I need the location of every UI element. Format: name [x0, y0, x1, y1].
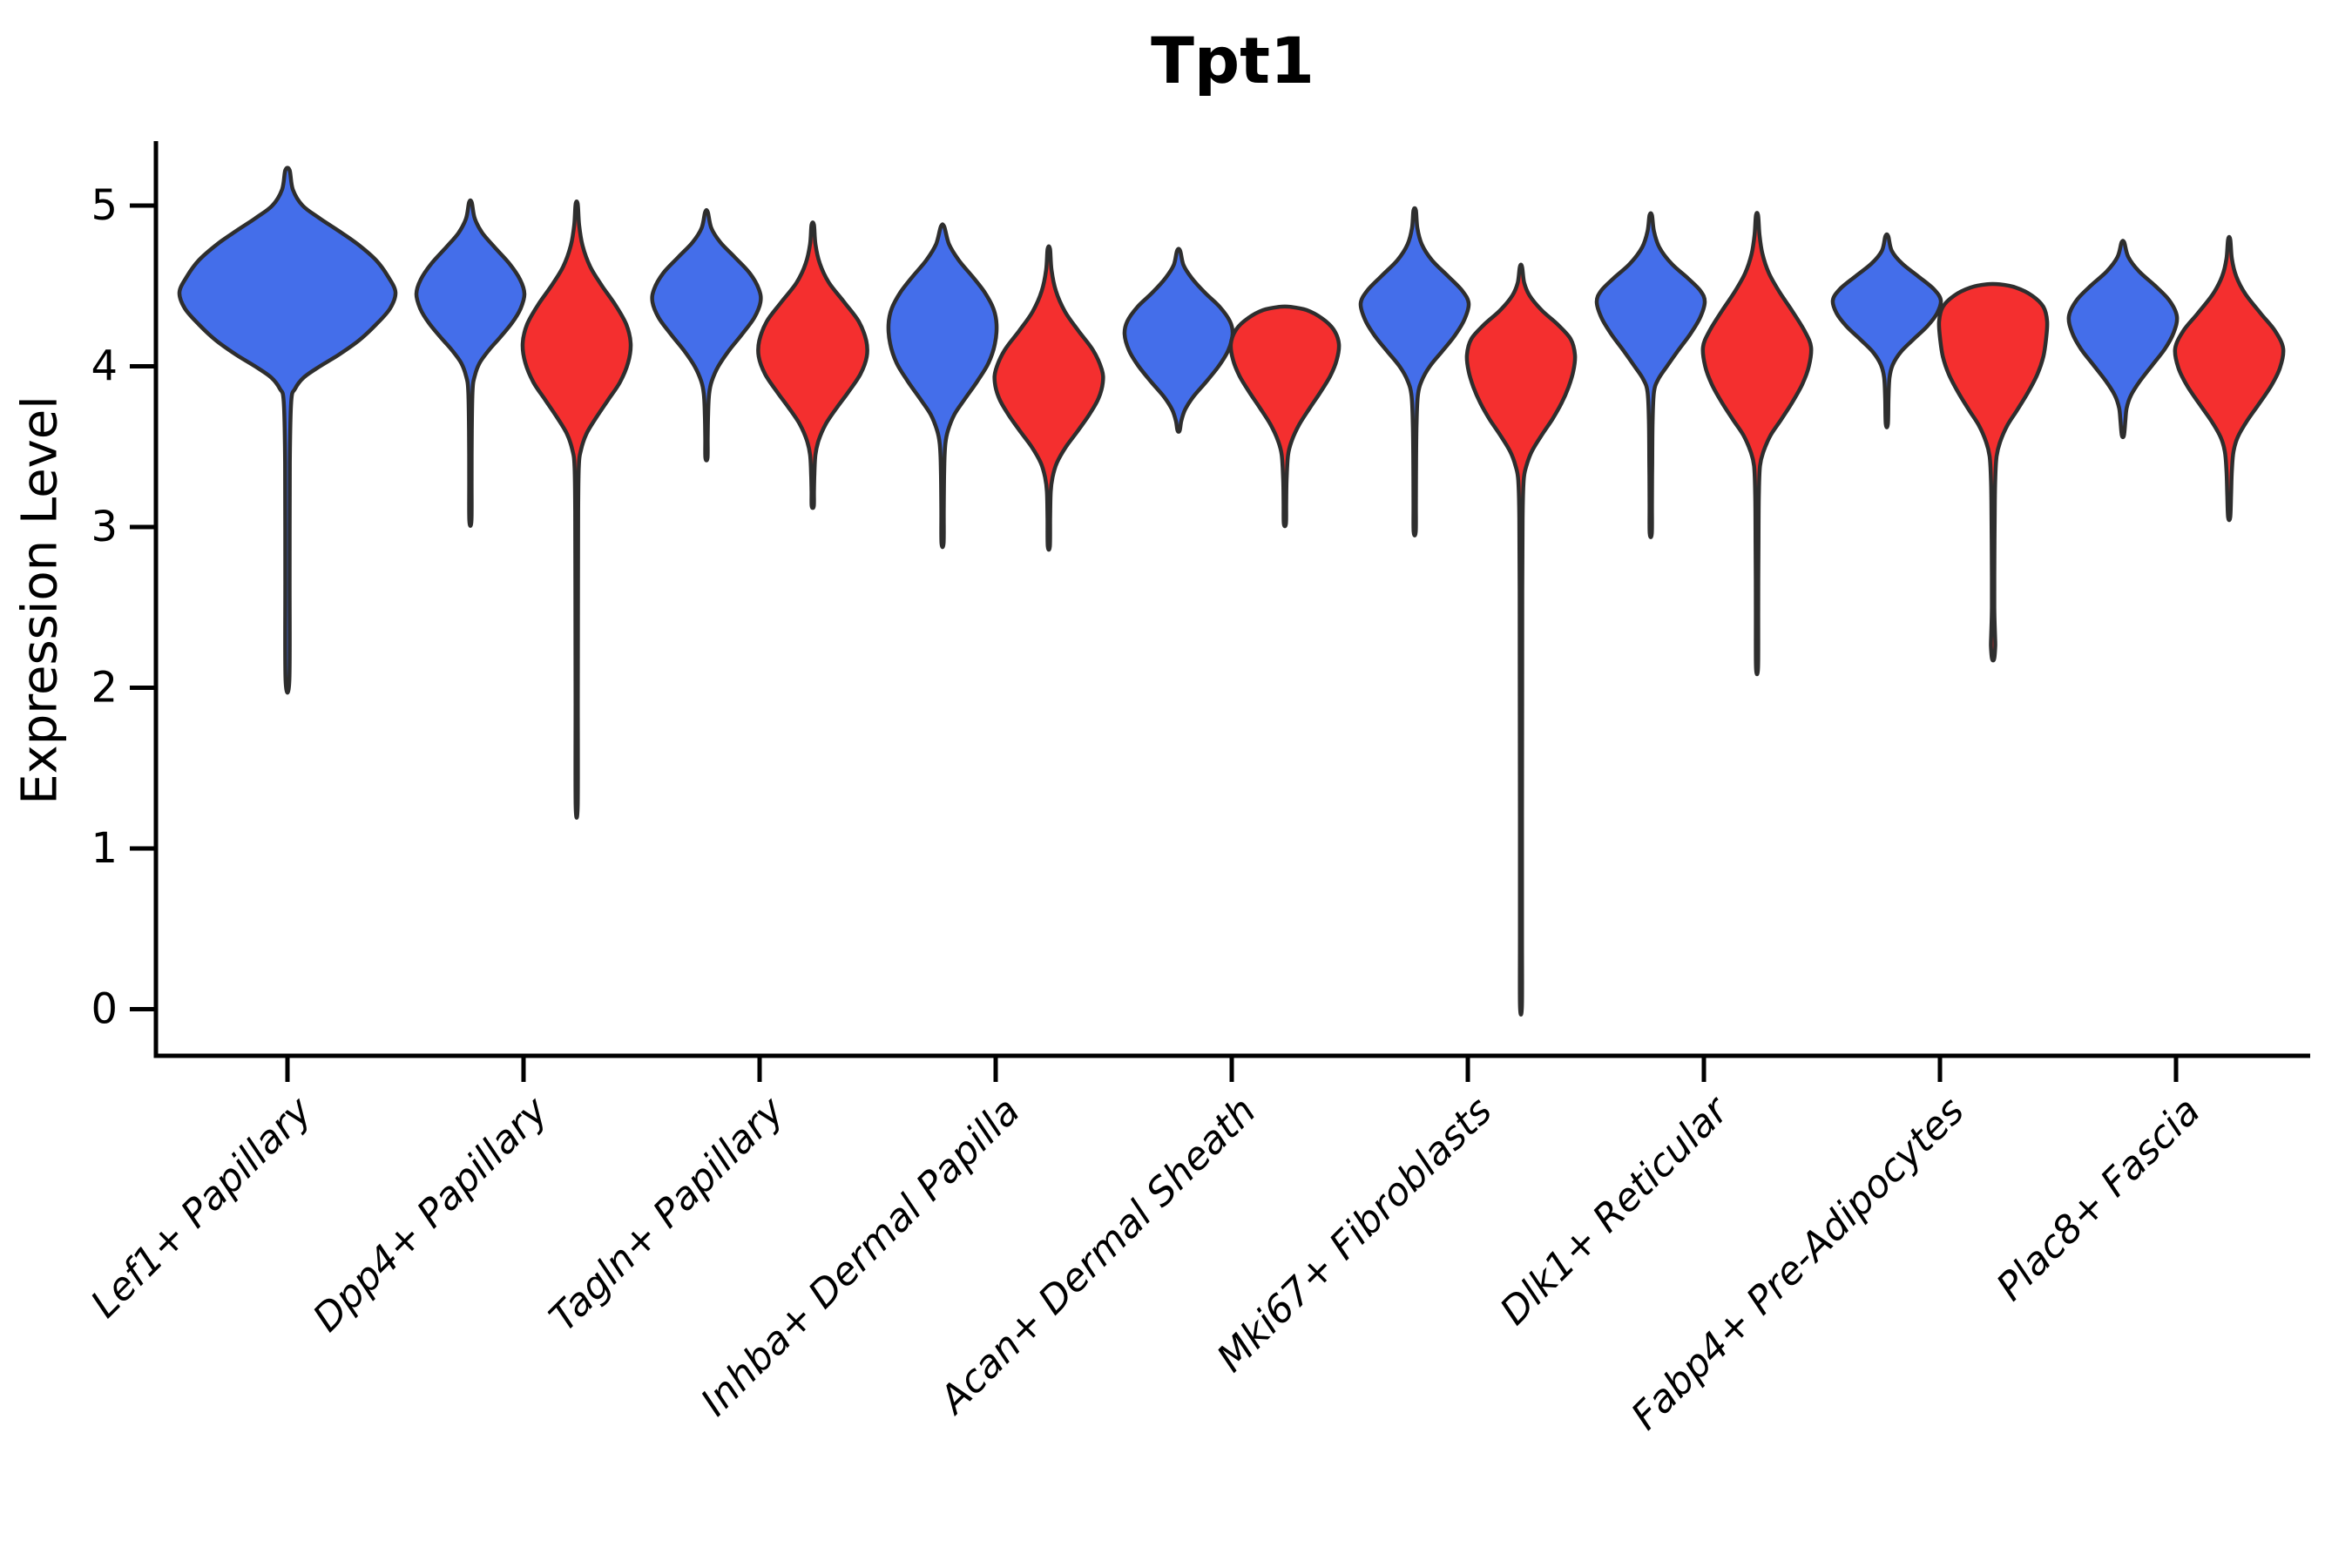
violin-red-7 [1936, 281, 2050, 663]
x-category-label: Plac8+ Fascia [1988, 1089, 2208, 1309]
y-tick-label: 5 [91, 181, 118, 230]
x-category-label: Dpp4+ Papillary [305, 1088, 558, 1341]
violin-blue-0 [177, 166, 398, 695]
violin-red-3 [992, 244, 1105, 552]
violin-red-6 [1700, 211, 1814, 677]
x-category-label: Mki67+ Fibroblasts [1208, 1089, 1500, 1381]
y-tick-label: 0 [91, 985, 118, 1034]
violin-blue-5 [1358, 206, 1471, 537]
y-tick-label: 2 [91, 664, 118, 713]
violin-blue-2 [650, 207, 763, 463]
y-tick-label: 4 [91, 342, 118, 391]
violin-blue-8 [2066, 239, 2180, 440]
violin-red-5 [1464, 262, 1578, 1017]
violin-blue-3 [886, 222, 999, 550]
violin-blue-1 [414, 198, 527, 528]
violin-blue-4 [1122, 247, 1235, 434]
x-category-label: Tagln+ Papillary [541, 1088, 793, 1340]
violin-red-8 [2173, 234, 2286, 523]
x-category-label: Dlk1+ Reticular [1491, 1087, 1738, 1334]
x-category-label: Lef1+ Papillary [83, 1088, 321, 1327]
chart-title: Tpt1 [1151, 24, 1315, 98]
y-tick-label: 1 [91, 824, 118, 873]
violin-red-4 [1228, 304, 1342, 529]
violin-red-1 [520, 199, 633, 820]
y-tick-label: 3 [91, 503, 118, 551]
violin-blue-7 [1830, 232, 1943, 429]
violin-blue-6 [1594, 211, 1707, 539]
violin-red-2 [756, 220, 869, 510]
